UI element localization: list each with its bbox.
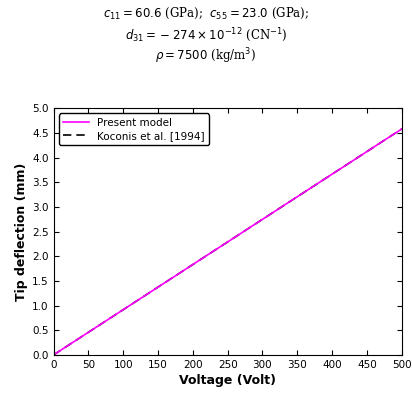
Koconis et al. [1994] [87, 329, 91, 334]
Present model [323, 176, 328, 181]
Text: $\rho = 7500$ (kg/m$^3$): $\rho = 7500$ (kg/m$^3$) [155, 46, 257, 66]
Koconis et al. [1994] [323, 176, 328, 181]
Present model [399, 127, 404, 132]
Koconis et al. [1994] [329, 172, 334, 177]
Koconis et al. [1994] [192, 261, 197, 266]
Text: $d_{31} = -274\times10^{-12}$ (CN$^{-1}$): $d_{31} = -274\times10^{-12}$ (CN$^{-1}$… [125, 26, 287, 44]
Text: $c_{11} = 60.6$ (GPa);  $c_{55} = 23.0$ (GPa);: $c_{11} = 60.6$ (GPa); $c_{55} = 23.0$ (… [103, 6, 309, 21]
X-axis label: Voltage (Volt): Voltage (Volt) [179, 374, 276, 387]
Present model [192, 261, 197, 266]
Koconis et al. [1994] [204, 253, 209, 258]
Present model [290, 197, 295, 202]
Present model [51, 352, 56, 357]
Present model [87, 329, 91, 334]
Line: Koconis et al. [1994]: Koconis et al. [1994] [54, 129, 402, 355]
Legend: Present model, Koconis et al. [1994]: Present model, Koconis et al. [1994] [59, 113, 209, 146]
Koconis et al. [1994] [51, 352, 56, 357]
Present model [204, 253, 209, 258]
Y-axis label: Tip deflection (mm): Tip deflection (mm) [15, 162, 28, 301]
Koconis et al. [1994] [290, 197, 295, 202]
Line: Present model: Present model [54, 129, 402, 355]
Koconis et al. [1994] [399, 127, 404, 132]
Present model [329, 172, 334, 177]
